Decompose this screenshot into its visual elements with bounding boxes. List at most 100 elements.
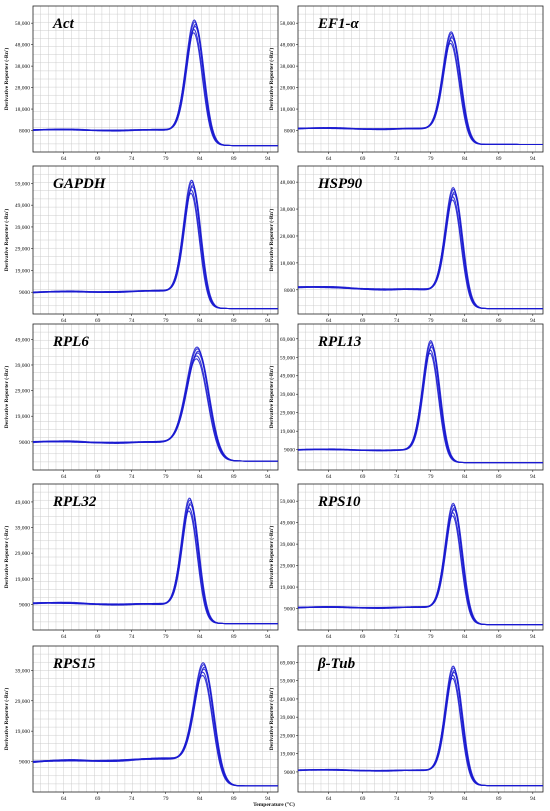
plot-frame xyxy=(297,5,544,153)
x-tick-label: 79 xyxy=(428,634,434,640)
y-tick-label: 28,000 xyxy=(280,86,295,92)
melt-curves xyxy=(298,339,543,464)
x-tick-label: 69 xyxy=(360,634,366,640)
y-tick-label: 39,000 xyxy=(280,542,295,548)
x-tick-label: 74 xyxy=(129,796,135,802)
y-axis-label: Derivative Reporter (-Rn') xyxy=(3,366,10,429)
x-axis-label: Temperature (°C) xyxy=(253,801,295,808)
y-tick-label: 9000 xyxy=(19,440,30,446)
y-axis-label: Derivative Reporter (-Rn') xyxy=(268,526,275,589)
panel-10: 64 69 74 79 84 89 94 9000 19,000 29,000 39,000 49,0… xyxy=(268,645,544,802)
x-tick-label: 69 xyxy=(95,474,101,480)
y-tick-label: 29,000 xyxy=(15,247,30,253)
x-tick-label: 69 xyxy=(360,156,366,162)
x-tick-label: 64 xyxy=(61,474,67,480)
x-tick-label: 84 xyxy=(197,796,203,802)
x-tick-label: 64 xyxy=(61,156,67,162)
y-tick-label: 39,000 xyxy=(280,392,295,398)
grid-lines xyxy=(33,6,278,152)
x-tick-label: 94 xyxy=(265,318,271,324)
x-tick-label: 94 xyxy=(265,474,271,480)
plot-frame xyxy=(297,645,544,793)
plot-frame xyxy=(32,483,279,631)
grid-lines xyxy=(298,324,543,470)
grid-lines xyxy=(298,166,543,314)
gene-label: RPL6 xyxy=(52,334,89,350)
x-tick-label: 89 xyxy=(496,634,502,640)
y-tick-label: 19,000 xyxy=(15,268,30,274)
y-tick-label: 18,000 xyxy=(15,107,30,113)
x-tick-label: 89 xyxy=(231,796,237,802)
x-tick-label: 94 xyxy=(265,796,271,802)
y-axis-label: Derivative Reporter (-Rn') xyxy=(3,48,10,111)
x-tick-label: 64 xyxy=(326,474,332,480)
x-tick-label: 69 xyxy=(360,474,366,480)
y-tick-label: 19,000 xyxy=(280,429,295,435)
x-tick-label: 84 xyxy=(197,474,203,480)
y-tick-label: 39,000 xyxy=(15,225,30,231)
y-tick-label: 48,000 xyxy=(280,43,295,49)
x-tick-label: 79 xyxy=(428,474,434,480)
x-tick-label: 79 xyxy=(163,796,169,802)
y-axis-label: Derivative Reporter (-Rn') xyxy=(3,688,10,751)
y-tick-label: 19,000 xyxy=(15,729,30,735)
y-axis-label: Derivative Reporter (-Rn') xyxy=(3,209,10,272)
melt-curve-replicate xyxy=(33,184,278,310)
x-tick-label: 79 xyxy=(428,796,434,802)
melt-curves xyxy=(33,19,278,147)
x-tick-label: 74 xyxy=(129,318,135,324)
y-tick-label: 49,000 xyxy=(280,374,295,380)
gene-label: HSP90 xyxy=(317,176,363,192)
gene-label: GAPDH xyxy=(53,176,107,192)
y-tick-label: 48,000 xyxy=(15,43,30,49)
y-tick-label: 38,000 xyxy=(280,64,295,70)
y-tick-label: 49,000 xyxy=(280,697,295,703)
x-tick-label: 74 xyxy=(394,474,400,480)
panel-3: 64 69 74 79 84 89 94 9000 19,000 29,000 39,000 49,0… xyxy=(3,165,279,324)
x-tick-label: 64 xyxy=(326,156,332,162)
x-tick-label: 74 xyxy=(394,318,400,324)
gene-label: RPS15 xyxy=(52,656,96,672)
y-axis-label: Derivative Reporter (-Rn') xyxy=(268,209,275,272)
melt-curves xyxy=(298,665,543,787)
x-tick-label: 89 xyxy=(496,318,502,324)
melt-curves xyxy=(33,497,278,625)
x-tick-label: 74 xyxy=(129,156,135,162)
melt-curves xyxy=(33,662,278,787)
y-tick-label: 19,000 xyxy=(280,585,295,591)
x-tick-label: 79 xyxy=(163,474,169,480)
plot-frame xyxy=(32,645,279,793)
melt-curve-replicate xyxy=(298,669,543,787)
melt-curve-replicate xyxy=(33,350,278,462)
y-tick-label: 8000 xyxy=(284,129,295,135)
y-tick-label: 39,000 xyxy=(15,526,30,532)
plot-frame xyxy=(297,165,544,315)
x-tick-label: 84 xyxy=(462,634,468,640)
melt-curves xyxy=(298,502,543,626)
y-tick-label: 28,000 xyxy=(280,234,295,240)
y-tick-label: 69,000 xyxy=(280,660,295,666)
y-tick-label: 38,000 xyxy=(280,207,295,213)
grid-lines xyxy=(33,484,278,630)
y-tick-label: 19,000 xyxy=(15,414,30,420)
x-tick-label: 89 xyxy=(496,474,502,480)
y-tick-label: 49,000 xyxy=(280,521,295,527)
y-tick-label: 59,000 xyxy=(280,679,295,685)
y-tick-label: 69,000 xyxy=(280,337,295,343)
gene-label: EF1-α xyxy=(317,16,360,32)
x-tick-label: 64 xyxy=(61,318,67,324)
x-tick-label: 94 xyxy=(265,634,271,640)
x-tick-label: 69 xyxy=(95,634,101,640)
y-tick-label: 18,000 xyxy=(280,107,295,113)
x-tick-label: 89 xyxy=(231,474,237,480)
gene-label: β-Tub xyxy=(317,656,356,672)
y-axis-label: Derivative Reporter (-Rn') xyxy=(268,366,275,429)
gene-label: RPL32 xyxy=(52,494,97,510)
melt-curve-replicate xyxy=(33,502,278,625)
melt-curve-replicate xyxy=(33,666,278,787)
y-tick-label: 58,000 xyxy=(280,21,295,27)
x-tick-label: 69 xyxy=(360,796,366,802)
plot-frame xyxy=(32,323,279,471)
melt-curve-replicate xyxy=(298,191,543,310)
y-tick-label: 59,000 xyxy=(280,499,295,505)
